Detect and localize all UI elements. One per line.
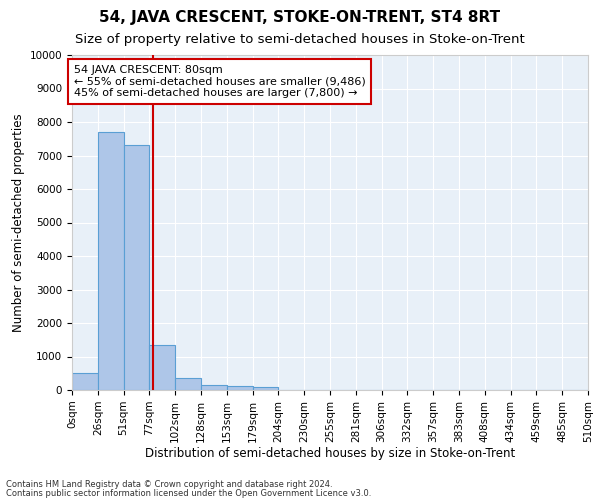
Bar [253,386,278,390]
Bar [124,146,149,390]
Text: 54, JAVA CRESCENT, STOKE-ON-TRENT, ST4 8RT: 54, JAVA CRESCENT, STOKE-ON-TRENT, ST4 8… [100,10,500,25]
Text: 54 JAVA CRESCENT: 80sqm
← 55% of semi-detached houses are smaller (9,486)
45% of: 54 JAVA CRESCENT: 80sqm ← 55% of semi-de… [74,65,366,98]
X-axis label: Distribution of semi-detached houses by size in Stoke-on-Trent: Distribution of semi-detached houses by … [145,448,515,460]
Bar [227,386,253,390]
Text: Contains public sector information licensed under the Open Government Licence v3: Contains public sector information licen… [6,488,371,498]
Text: Size of property relative to semi-detached houses in Stoke-on-Trent: Size of property relative to semi-detach… [75,32,525,46]
Bar [149,345,175,390]
Bar [175,378,201,390]
Bar [98,132,124,390]
Bar [72,373,98,390]
Text: Contains HM Land Registry data © Crown copyright and database right 2024.: Contains HM Land Registry data © Crown c… [6,480,332,489]
Bar [201,385,227,390]
Y-axis label: Number of semi-detached properties: Number of semi-detached properties [13,113,25,332]
